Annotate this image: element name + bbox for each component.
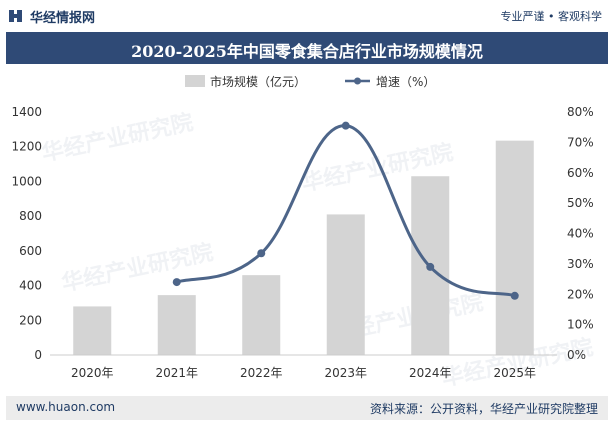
legend-line-label: 增速（%）: [376, 75, 435, 89]
x-tick-label: 2021年: [155, 366, 198, 380]
y-right-tick-label: 80%: [567, 105, 594, 119]
growth-point: [426, 262, 435, 271]
y-right-tick-label: 40%: [567, 227, 594, 241]
title-bar: 2020-2025年中国零食集合店行业市场规模情况: [6, 32, 608, 64]
slogan: 专业严谨 • 客观科学: [500, 10, 602, 23]
y-left-tick-label: 800: [19, 209, 42, 223]
y-right-tick-label: 20%: [567, 287, 594, 301]
legend-bar-label: 市场规模（亿元）: [210, 74, 306, 89]
y-left-tick-label: 1200: [11, 140, 42, 154]
y-right-tick-label: 30%: [567, 257, 594, 271]
footer-url[interactable]: www.huaon.com: [16, 400, 116, 414]
logo-icon: [9, 10, 22, 22]
bar: [242, 275, 281, 355]
footer-source: 资料来源：公开资料，华经产业研究院整理: [369, 402, 598, 416]
y-right-tick-label: 10%: [567, 318, 594, 332]
x-tick-label: 2025年: [493, 366, 536, 380]
x-tick-label: 2024年: [409, 366, 452, 380]
y-right-tick-label: 50%: [567, 196, 594, 210]
header: 华经情报网 专业严谨 • 客观科学: [0, 0, 614, 30]
y-left-tick-label: 400: [19, 279, 42, 293]
y-left-tick-label: 1000: [11, 174, 42, 188]
bar: [495, 140, 534, 355]
y-left-tick-label: 600: [19, 244, 42, 258]
y-left-tick-label: 0: [34, 348, 42, 362]
x-tick-label: 2022年: [240, 366, 283, 380]
legend-line-marker: [354, 77, 361, 85]
x-tick-label: 2020年: [71, 366, 114, 380]
chart-title: 2020-2025年中国零食集合店行业市场规模情况: [131, 42, 483, 61]
y-right-tick-label: 0%: [567, 348, 586, 362]
bar: [73, 306, 112, 355]
growth-point: [341, 121, 350, 130]
growth-point: [257, 249, 266, 258]
y-left-tick-label: 1400: [11, 105, 42, 119]
x-tick-label: 2023年: [324, 366, 367, 380]
y-right-tick-label: 70%: [567, 135, 594, 149]
footer: www.huaon.com 资料来源：公开资料，华经产业研究院整理: [6, 396, 608, 420]
chart: 市场规模（亿元） 增速（%） 0 200 400 600 800 1000 1200 1400 0%…: [11, 74, 594, 380]
brand-name: 华经情报网: [30, 11, 96, 26]
legend-bar-swatch: [185, 75, 205, 87]
bar: [157, 295, 196, 355]
growth-point: [510, 291, 519, 300]
y-right-tick-label: 60%: [567, 166, 594, 180]
y-left-tick-label: 200: [19, 313, 42, 327]
bar: [326, 214, 365, 355]
growth-point: [172, 278, 181, 287]
